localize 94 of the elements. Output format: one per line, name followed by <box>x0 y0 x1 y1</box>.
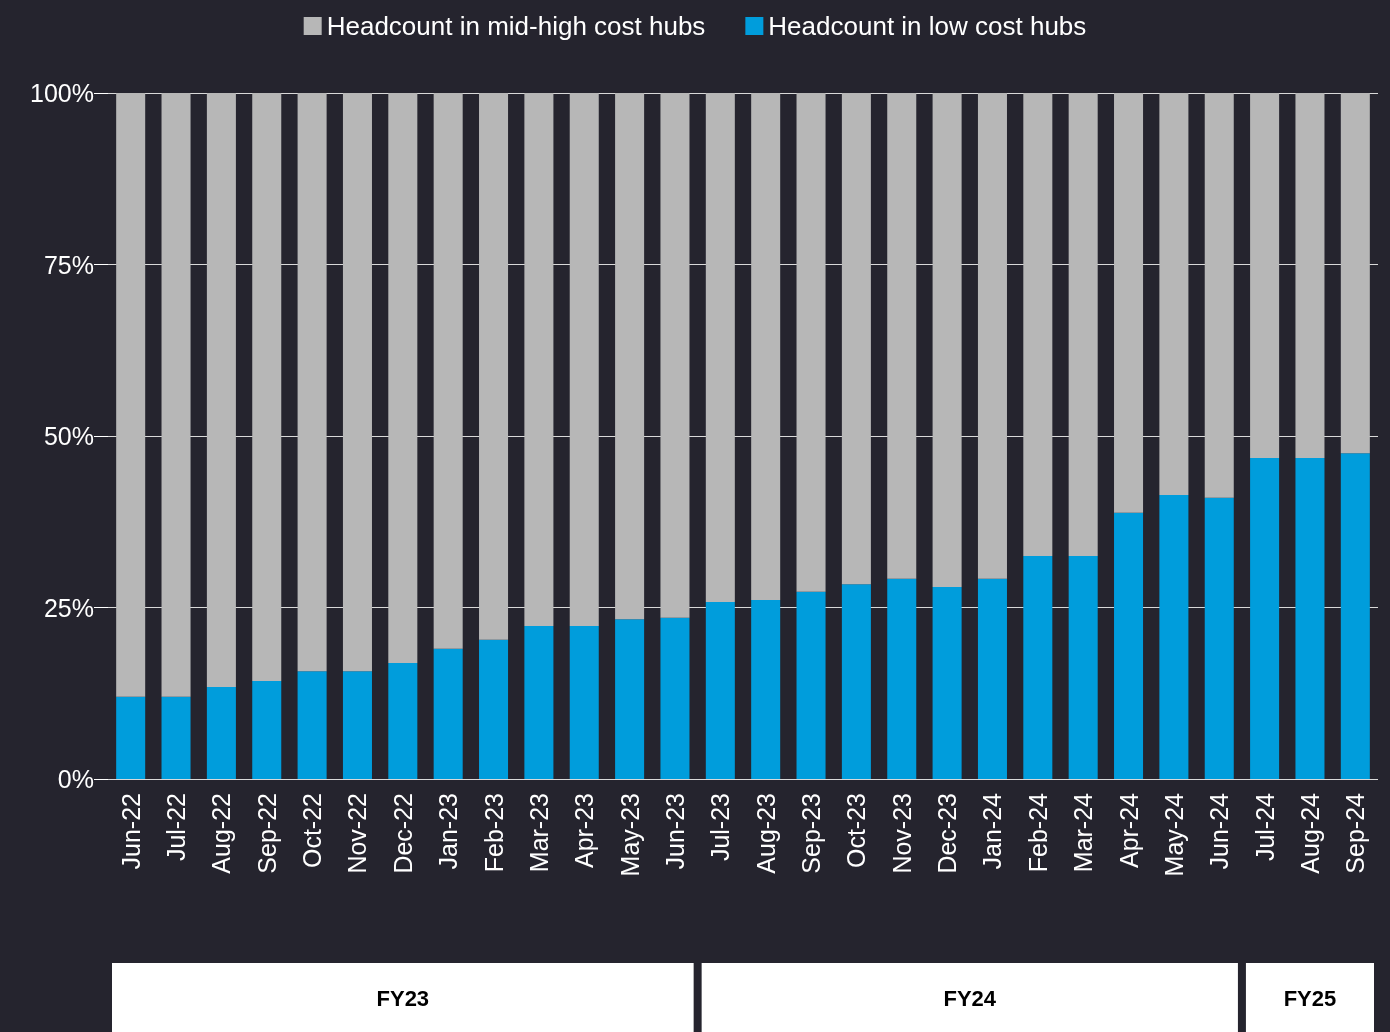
bar <box>116 93 146 697</box>
bar <box>705 93 735 603</box>
x-tick-label: Aug-23 <box>751 793 780 874</box>
text: FY25 <box>1283 985 1337 1011</box>
x-tick-label: Aug-24 <box>1295 792 1324 874</box>
x-tick-label: Dec-22 <box>388 793 417 874</box>
bar <box>433 648 463 779</box>
x-tick-label: Mar-23 <box>524 793 553 873</box>
x-tick-label: Sep-23 <box>797 793 826 874</box>
x-tick-label: Nov-22 <box>343 793 372 874</box>
x-tick-label: Oct-23 <box>842 793 871 869</box>
bar <box>1023 93 1053 557</box>
bar <box>388 93 418 664</box>
bar <box>1204 497 1234 779</box>
bar <box>479 639 509 779</box>
x-tick-label: Aug-22 <box>207 793 236 874</box>
bar <box>751 599 781 779</box>
bar <box>1204 93 1234 498</box>
bar <box>297 671 327 779</box>
text: FY24 <box>943 985 997 1011</box>
x-tick-label: Jul-24 <box>1250 792 1279 862</box>
text: FY23 <box>376 985 430 1011</box>
bar <box>252 680 282 779</box>
bar <box>161 93 191 697</box>
bar <box>252 93 282 681</box>
bar <box>615 619 645 779</box>
x-tick-label: Jul-22 <box>162 793 191 862</box>
bar <box>1114 93 1144 513</box>
bar <box>1295 457 1325 779</box>
x-tick-label: May-23 <box>615 793 644 877</box>
bar <box>932 93 962 587</box>
y-tick-label: 25% <box>43 593 94 622</box>
bar <box>297 93 327 672</box>
x-tick-label: Jan-24 <box>978 792 1007 870</box>
bar <box>887 578 917 779</box>
bar <box>841 584 871 779</box>
legend-label: Headcount in low cost hubs <box>768 11 1087 41</box>
x-tick-label: Sep-22 <box>252 793 281 874</box>
bar <box>569 626 599 779</box>
x-tick-label: Jun-22 <box>116 793 145 870</box>
bar <box>977 93 1007 579</box>
x-tick-label: Jun-23 <box>660 793 689 870</box>
bar <box>796 93 826 592</box>
bar <box>206 93 236 688</box>
bar <box>932 586 962 779</box>
x-tick-label: Apr-23 <box>570 793 599 869</box>
bar <box>615 93 645 620</box>
bar <box>161 696 191 779</box>
x-tick-label: Apr-24 <box>1114 792 1143 869</box>
bar <box>887 93 917 579</box>
bar <box>1250 457 1280 779</box>
bar <box>206 687 236 779</box>
bar <box>751 93 781 600</box>
y-tick-label: 75% <box>43 250 94 279</box>
bar <box>1023 556 1053 779</box>
x-tick-label: Feb-23 <box>479 793 508 873</box>
x-tick-label: Nov-23 <box>887 793 916 874</box>
bar <box>660 93 690 618</box>
bar <box>433 93 463 649</box>
legend-label: Headcount in mid-high cost hubs <box>326 11 706 41</box>
bar <box>1068 93 1098 557</box>
bar <box>524 626 554 779</box>
bar <box>342 671 372 779</box>
bar <box>977 578 1007 779</box>
x-tick-label: Sep-24 <box>1341 792 1370 874</box>
bar <box>479 93 509 640</box>
bar <box>1340 453 1370 779</box>
x-tick-label: Feb-24 <box>1023 792 1052 873</box>
y-tick-label: 0% <box>57 765 94 793</box>
bar <box>1250 93 1280 458</box>
bar <box>1159 495 1189 779</box>
x-tick-label: Oct-22 <box>298 793 327 869</box>
x-tick-label: Mar-24 <box>1069 792 1098 873</box>
bar <box>388 663 418 779</box>
x-tick-label: Jan-23 <box>434 793 463 870</box>
bar <box>1114 512 1144 779</box>
bar <box>116 696 146 779</box>
bar <box>1068 556 1098 779</box>
x-tick-label: Jun-24 <box>1205 792 1234 870</box>
bar <box>796 591 826 779</box>
bar <box>524 93 554 627</box>
y-tick-label: 100% <box>30 79 94 107</box>
x-tick-label: Jul-23 <box>706 793 735 862</box>
bar <box>569 93 599 627</box>
y-tick-label: 50% <box>43 422 94 450</box>
bar <box>1159 93 1189 495</box>
bar <box>1295 93 1325 458</box>
x-tick-label: May-24 <box>1159 792 1188 877</box>
bar <box>705 602 735 779</box>
bar <box>660 617 690 779</box>
bar <box>342 93 372 672</box>
x-tick-label: Dec-23 <box>933 793 962 874</box>
bar <box>841 93 871 585</box>
bar <box>1340 93 1370 454</box>
